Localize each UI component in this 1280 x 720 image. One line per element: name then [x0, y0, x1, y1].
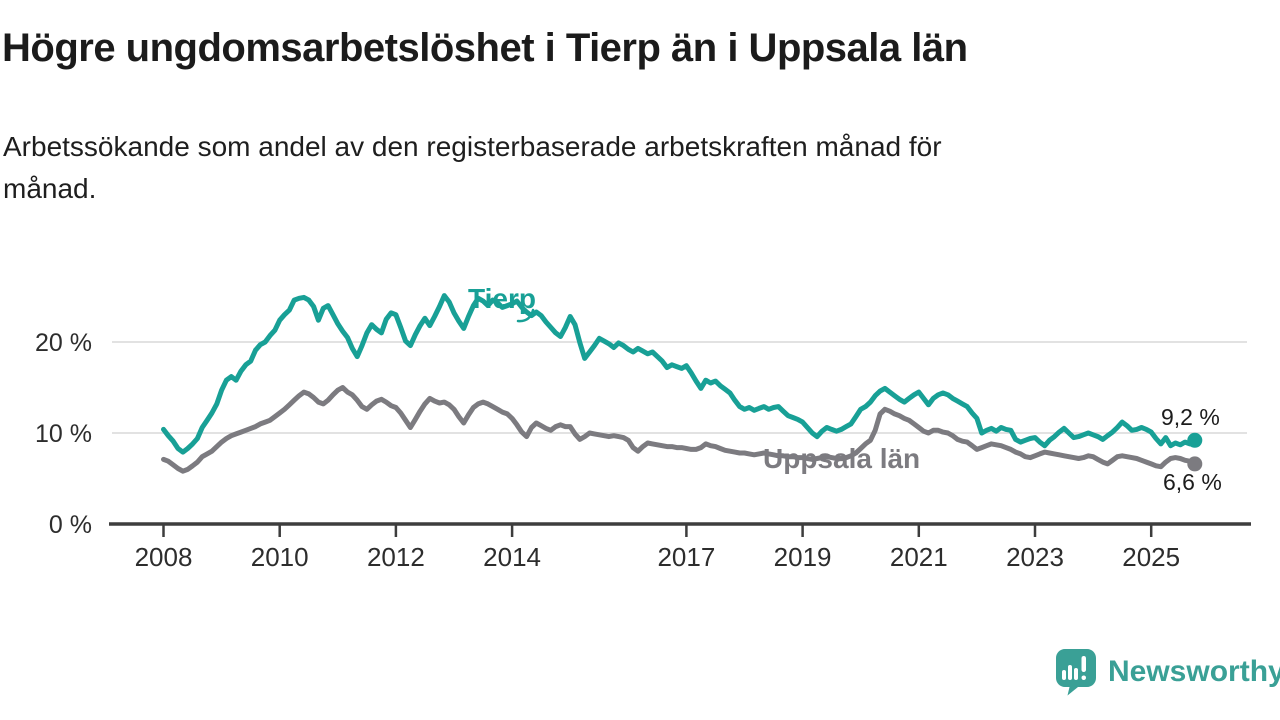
y-axis-label-0: 0 % [49, 511, 92, 539]
subtitle-line-2: månad. [3, 173, 97, 204]
logo-exclamation-stem [1081, 656, 1086, 672]
y-axis-label-10: 10 % [35, 420, 92, 448]
x-axis-label-2008: 2008 [135, 542, 193, 572]
page-title: Högre ungdomsarbetslöshet i Tierp än i U… [2, 26, 968, 70]
series-line-uppsala [161, 385, 1198, 474]
x-axis-label-2012: 2012 [367, 542, 425, 572]
series-label-uppsala: Uppsala län [763, 443, 921, 474]
x-axis-label-2019: 2019 [774, 542, 832, 572]
x-axis-label-2025: 2025 [1122, 542, 1180, 572]
newsworthy-logo: Newsworthy [1054, 648, 1280, 696]
end-value-label-tierp: 9,2 % [1161, 404, 1220, 430]
x-axis-label-2021: 2021 [890, 542, 948, 572]
chart-subtitle: Arbetssökande som andel av den registerb… [3, 126, 1273, 210]
logo-bar-3 [1074, 668, 1078, 680]
x-axis-label-2023: 2023 [1006, 542, 1064, 572]
series-line-tierp [161, 293, 1198, 455]
end-value-label-uppsala: 6,6 % [1163, 469, 1222, 495]
logo-exclamation-dot [1081, 675, 1086, 680]
y-axis-label-20: 20 % [35, 329, 92, 357]
series-end-dot-uppsala [1187, 456, 1203, 472]
x-axis-label-2017: 2017 [657, 542, 715, 572]
subtitle-line-1: Arbetssökande som andel av den registerb… [3, 131, 942, 162]
x-axis-label-2010: 2010 [251, 542, 309, 572]
x-axis-label-2014: 2014 [483, 542, 541, 572]
series-end-dot-tierp [1187, 432, 1203, 448]
bar-chart-speech-bubble-icon [1056, 649, 1096, 696]
series-label-tierp: Tierp [468, 283, 536, 314]
logo-bar-2 [1068, 665, 1072, 680]
logo-bar-1 [1062, 670, 1066, 680]
brand-name: Newsworthy [1108, 655, 1280, 688]
